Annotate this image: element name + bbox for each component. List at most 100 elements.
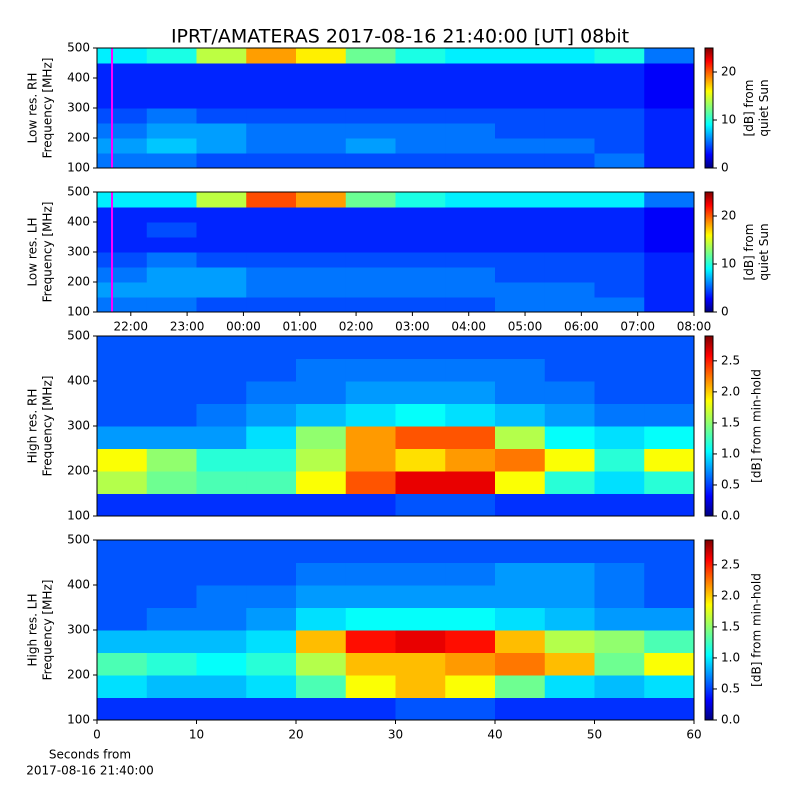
heatmap-cell [495,630,546,653]
x-tick-label: 30 [388,728,403,742]
heatmap-cell [345,358,396,382]
heatmap-cell [395,153,446,169]
heatmap-cell [296,93,347,109]
heatmap-cell [395,630,446,653]
heatmap-cell [146,630,197,653]
heatmap-cell [644,267,695,283]
heatmap-cell [544,336,595,359]
heatmap-cell [495,93,546,109]
heatmap-cell [196,540,247,563]
heatmap-cell [395,48,446,64]
x-tick-label: 08:00 [677,320,712,334]
heatmap-cell [594,237,645,253]
heatmap-cell [246,381,297,404]
heatmap-cell [445,192,496,208]
colorbar [704,539,714,721]
heatmap-cell [146,192,197,208]
colorbar-tick-label: 0 [721,305,729,319]
heatmap-cell [544,48,595,64]
y-axis-label: Frequency [MHz] [41,202,55,303]
heatmap-cell [97,252,148,268]
heatmap-cell [594,471,645,494]
heatmap-cell [594,222,645,238]
heatmap-cell [345,493,396,517]
heatmap-cell [345,237,396,253]
heatmap-cell [395,252,446,268]
colorbar-tick-label: 1.0 [721,446,740,460]
heatmap-cell [644,297,695,313]
heatmap-cell [345,562,396,586]
heatmap-cell [644,471,695,494]
heatmap-cell [196,93,247,109]
heatmap-cell [395,493,446,517]
heatmap-cell [395,540,446,563]
heatmap-cell [644,108,695,124]
heatmap-cell [544,630,595,653]
heatmap-cell [395,358,446,382]
heatmap-cell [146,675,197,698]
heatmap-cell [296,267,347,283]
heatmap-cell [445,652,496,676]
x-tick-label: 40 [487,728,502,742]
x-axis-label: Seconds from [49,748,131,762]
heatmap-cell [146,381,197,404]
heatmap-cell [345,381,396,404]
heatmap-cell [146,138,197,154]
colorbar-tick-label: 10 [721,113,736,127]
heatmap-cell [345,63,396,79]
heatmap-cell [644,585,695,608]
heatmap-cell [345,252,396,268]
heatmap-cell [495,63,546,79]
colorbar-tick-label: 0.5 [721,681,740,695]
heatmap-cell [246,48,297,64]
heatmap-cell [644,93,695,109]
y-tick-label: 100 [67,161,90,175]
heatmap-cell [395,675,446,698]
heatmap-cell [644,237,695,253]
heatmap-cell [146,252,197,268]
heatmap-cell [594,153,645,169]
heatmap-cell [246,78,297,94]
colorbar-tick-label: 20 [721,209,736,223]
heatmap-cell [594,207,645,223]
heatmap-cell [395,426,446,449]
heatmap-cell [594,63,645,79]
heatmap-cell [594,585,645,608]
heatmap-cell [146,48,197,64]
y-tick-label: 200 [67,668,90,682]
heatmap-cell [544,607,595,631]
heatmap-cell [644,540,695,563]
heatmap-cell [97,675,148,698]
heatmap-cell [246,562,297,586]
heatmap-cell [196,585,247,608]
heatmap-cell [246,237,297,253]
heatmap-cell [196,607,247,631]
heatmap-cell [97,403,148,427]
heatmap-cell [246,138,297,154]
y-axis-label: Frequency [MHz] [41,58,55,159]
heatmap-cell [594,426,645,449]
heatmap-cell [345,652,396,676]
heatmap-cell [544,123,595,139]
heatmap-cell [146,108,197,124]
heatmap-cell [345,630,396,653]
heatmap-cell [345,48,396,64]
heatmap-cell [544,192,595,208]
heatmap-cell [196,108,247,124]
x-tick-label: 00:00 [226,320,261,334]
heatmap-cell [345,222,396,238]
heatmap-cell [644,607,695,631]
heatmap-cell [97,267,148,283]
heatmap-cell [644,222,695,238]
heatmap-cell [544,562,595,586]
heatmap-cell [544,426,595,449]
heatmap-cell [644,358,695,382]
heatmap-cell [196,381,247,404]
y-tick-label: 200 [67,464,90,478]
heatmap-cell [495,675,546,698]
heatmap-cell [97,336,148,359]
x-tick-label: 05:00 [508,320,543,334]
heatmap-cell [196,153,247,169]
heatmap-cell [594,192,645,208]
heatmap-cell [544,222,595,238]
